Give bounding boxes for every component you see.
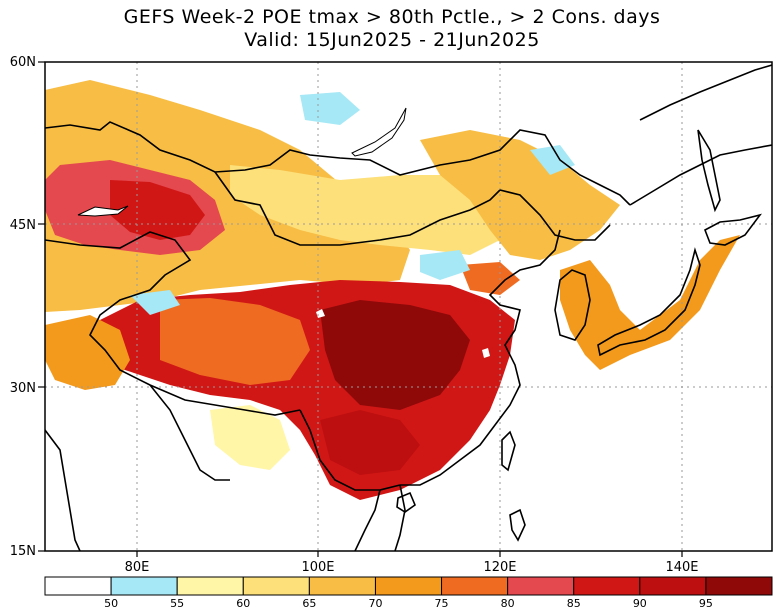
colorbar-tick-label: 50 <box>104 597 118 610</box>
shade-region-india-north <box>45 315 130 390</box>
colorbar-tick-label: 65 <box>302 597 316 610</box>
colorbar-swatch <box>507 576 575 596</box>
colorbar-swatch <box>441 576 509 596</box>
colorbar-tick-label: 70 <box>368 597 382 610</box>
border-mongolia-south <box>214 171 501 246</box>
coast-philippines <box>509 508 526 542</box>
shade-region-china-core <box>320 300 470 410</box>
shade-patch-blue-4 <box>530 145 575 175</box>
colorbar-swatch <box>110 576 178 596</box>
lon-label-120e: 120E <box>483 560 516 575</box>
colorbar-tick-label: 75 <box>435 597 449 610</box>
coast-japan-hokkaido <box>703 213 762 246</box>
colorbar-swatch <box>308 576 376 596</box>
map-frame <box>44 61 773 552</box>
border-china-west <box>45 231 301 416</box>
colorbar-tick-label: 80 <box>501 597 515 610</box>
border-russia-kazakh <box>45 121 631 206</box>
colorbar-tick-label: 95 <box>699 597 713 610</box>
shade-region-korea-japan <box>560 235 740 370</box>
lat-label-60n: 60N <box>10 55 36 70</box>
coast-korea <box>554 269 591 341</box>
map-title-line1: GEFS Week-2 POE tmax > 80th Pctle., > 2 … <box>123 6 661 28</box>
shade-region-south-india <box>210 405 290 470</box>
graticule <box>45 62 772 551</box>
lake-balkhash <box>77 205 129 217</box>
shade-patch-blue-2 <box>420 250 470 280</box>
lake-poyang <box>482 348 490 358</box>
shade-region-southwest <box>320 410 420 475</box>
shade-patch-blue-3 <box>130 290 180 315</box>
colorbar-swatch <box>639 576 707 596</box>
colorbar-tick-label: 60 <box>236 597 250 610</box>
colorbar: 50 55 60 65 70 75 80 85 90 95 <box>44 576 773 610</box>
coast-china-east <box>400 229 561 486</box>
coast-japan-honshu <box>597 247 701 357</box>
coast-okhotsk <box>639 64 772 121</box>
shade-patch-blue-1 <box>300 92 360 125</box>
coast-russia-far-east <box>629 144 772 206</box>
coast-taiwan <box>501 430 516 472</box>
lat-label-30n: 30N <box>10 381 36 396</box>
colorbar-swatch <box>374 576 443 596</box>
colorbar-swatch <box>573 576 641 596</box>
coast-indochina <box>354 484 406 551</box>
lon-label-100e: 100E <box>301 560 334 575</box>
lat-label-45n: 45N <box>10 218 36 233</box>
lon-label-140e: 140E <box>665 560 698 575</box>
colorbar-tick-label: 55 <box>170 597 184 610</box>
colorbar-swatch <box>44 576 112 596</box>
lat-label-15n: 15N <box>10 544 36 559</box>
colorbar-swatch <box>705 576 773 596</box>
coastlines-borders <box>45 64 772 551</box>
coast-sakhalin <box>697 129 721 213</box>
colorbar-tick-label: 90 <box>633 597 647 610</box>
colorbar-swatch <box>242 576 310 596</box>
shade-region-kazakh-core <box>110 180 205 240</box>
shade-region-mongolia <box>230 165 520 255</box>
border-china-northeast <box>499 189 611 241</box>
lake-baikal <box>351 107 407 157</box>
shade-region-northwest <box>45 80 410 312</box>
map-title-line2: Valid: 15Jun2025 - 21Jun2025 <box>244 29 540 51</box>
shade-region-tibet-orange <box>160 298 310 385</box>
lon-label-80e: 80E <box>125 560 150 575</box>
axis-ticks <box>38 61 683 557</box>
colorbar-swatch <box>176 576 244 596</box>
coast-india <box>45 384 230 551</box>
shade-region-manchuria <box>460 262 520 295</box>
probability-field <box>45 80 740 500</box>
coast-hainan <box>396 491 416 513</box>
colorbar-tick-label: 85 <box>567 597 581 610</box>
